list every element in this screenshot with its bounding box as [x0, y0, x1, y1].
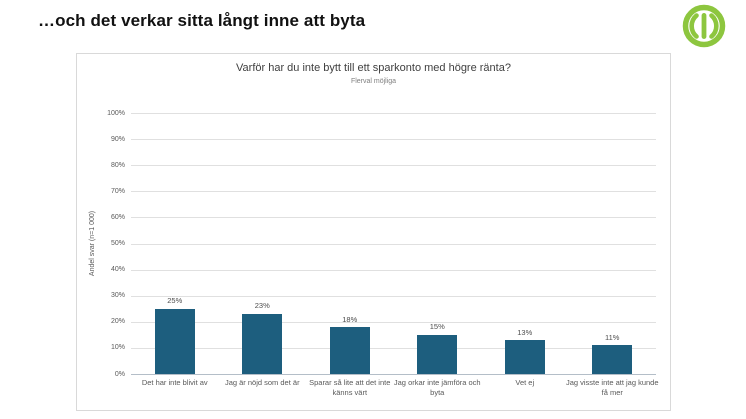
y-tick-label: 80%: [110, 161, 125, 169]
bar-value-label: 23%: [254, 301, 270, 311]
slide-title: …och det verkar sitta långt inne att byt…: [38, 11, 366, 30]
gridline: [131, 139, 656, 141]
y-tick-label: 40%: [110, 266, 125, 274]
gridline: [131, 191, 656, 193]
gridline: [131, 113, 656, 114]
x-category-label: Vet ej: [515, 378, 535, 387]
gridline: [131, 347, 656, 349]
x-category-label: Sparar så lite att det inte känns värt: [309, 378, 391, 398]
bar-value-label: 25%: [167, 296, 183, 306]
y-tick-label: 0%: [114, 370, 125, 378]
gridline: [131, 165, 656, 167]
y-tick-label: 100%: [107, 109, 125, 117]
x-category-label: Jag visste inte att jag kunde få mer: [565, 378, 659, 398]
bar: [592, 345, 633, 374]
y-tick-label: 10%: [110, 344, 125, 352]
y-tick-label: 50%: [110, 240, 125, 247]
bar-value-label: 15%: [429, 322, 445, 332]
bar-value-label: 13%: [517, 327, 533, 337]
y-tick-label: 60%: [110, 213, 125, 221]
x-category-label: Det har inte blivit av: [141, 378, 208, 387]
plot-area: Andel svar (n=1 000) 0% 10% 20% 30% 40% 50% 60…: [90, 110, 659, 398]
gridline: [131, 321, 656, 323]
y-tick-label: 30%: [110, 292, 125, 300]
chart-subtitle: Flerval möjliga: [350, 78, 397, 85]
bar: [504, 340, 545, 374]
chart-title: Varför har du inte bytt till ett sparkon…: [236, 62, 511, 74]
bar: [242, 313, 283, 374]
x-axis-line: [131, 374, 656, 375]
y-tick-label: 90%: [110, 135, 125, 143]
bar: [417, 334, 458, 374]
y-tick-label: 70%: [110, 187, 125, 195]
brand-logo-icon: [682, 4, 726, 48]
bar-value-label: 18%: [342, 314, 358, 324]
bar-value-label: 11%: [605, 332, 620, 342]
x-category-label: Jag är nöjd som det är: [224, 378, 300, 387]
gridline: [131, 295, 656, 297]
x-category-label: Jag orkar inte jämföra och byta: [393, 378, 481, 398]
gridline: [131, 269, 656, 271]
bar: [154, 308, 195, 374]
bar: [329, 327, 370, 374]
chart-panel: Varför har du inte bytt till ett sparkon…: [76, 53, 671, 411]
gridline: [131, 217, 656, 219]
y-tick-label: 20%: [110, 318, 125, 326]
gridline: [131, 243, 656, 245]
